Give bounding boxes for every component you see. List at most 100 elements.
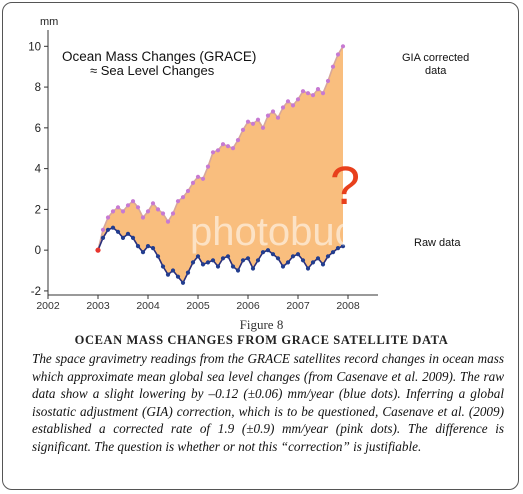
raw-data-point xyxy=(190,260,196,265)
raw-data-point xyxy=(255,258,261,263)
gia-data-point xyxy=(225,144,231,149)
x-tick-label: 2008 xyxy=(336,300,360,312)
gia-data-point xyxy=(145,209,151,214)
start-data-point xyxy=(95,247,101,253)
gia-data-point xyxy=(175,199,181,204)
question-mark-annotation: ? xyxy=(330,156,360,216)
gia-data-point xyxy=(325,78,331,84)
gia-data-point xyxy=(195,174,201,179)
raw-data-point xyxy=(185,270,191,275)
raw-data-point xyxy=(175,274,181,279)
raw-data-point xyxy=(145,244,151,249)
raw-data-point xyxy=(220,256,226,261)
gia-data-point xyxy=(340,44,346,49)
raw-data-point xyxy=(285,260,291,265)
raw-data-point xyxy=(235,268,241,273)
gia-data-point xyxy=(125,203,131,208)
raw-data-point xyxy=(100,235,106,240)
gia-data-point xyxy=(130,199,136,204)
gia-data-point xyxy=(215,148,221,153)
raw-data-point xyxy=(120,235,126,240)
area-between-series xyxy=(98,46,343,283)
gia-series-label: GIA corrected data xyxy=(402,52,469,77)
gia-data-point xyxy=(110,209,116,214)
gia-data-point xyxy=(270,109,276,114)
raw-data-point xyxy=(125,231,131,236)
raw-data-point xyxy=(260,250,266,255)
raw-data-point xyxy=(180,280,186,285)
y-tick-label: 4 xyxy=(35,164,42,176)
gia-data-point xyxy=(315,87,321,92)
raw-data-point xyxy=(300,258,306,263)
raw-data-point xyxy=(150,246,156,251)
raw-data-point xyxy=(290,254,296,259)
gia-series-label-line: GIA corrected xyxy=(402,52,469,64)
raw-data-point xyxy=(305,266,311,271)
gia-data-point xyxy=(115,205,121,210)
gia-data-point xyxy=(185,188,191,194)
raw-data-point xyxy=(295,252,301,257)
x-tick-label: 2004 xyxy=(136,300,160,312)
raw-data-point xyxy=(225,254,231,259)
raw-data-point xyxy=(265,248,271,253)
raw-data-point xyxy=(325,254,331,259)
raw-data-point xyxy=(250,266,256,271)
raw-data-point xyxy=(205,260,211,265)
raw-data-point xyxy=(165,272,171,277)
raw-data-point xyxy=(280,264,286,269)
chart-title: Ocean Mass Changes (GRACE) xyxy=(62,49,256,64)
gia-data-point xyxy=(180,195,186,200)
y-tick-label: 8 xyxy=(35,82,41,94)
gia-data-point xyxy=(320,91,326,96)
gia-series-label-line: data xyxy=(425,65,447,77)
x-tick-label: 2003 xyxy=(86,300,110,312)
y-tick-label: 2 xyxy=(35,204,41,216)
gia-data-point xyxy=(290,103,296,108)
raw-data-point xyxy=(155,254,161,259)
gia-data-point xyxy=(100,227,106,232)
raw-data-point xyxy=(170,268,176,273)
raw-data-point xyxy=(115,229,121,234)
raw-series-label: Raw data xyxy=(414,237,461,249)
figure-number: Figure 8 xyxy=(239,317,284,332)
raw-data-point xyxy=(105,227,111,232)
raw-data-point xyxy=(195,254,201,259)
gia-data-point xyxy=(305,91,311,96)
gia-data-point xyxy=(330,64,336,69)
gia-data-point xyxy=(335,52,341,57)
gia-data-point xyxy=(235,138,241,143)
raw-data-point xyxy=(200,262,206,267)
gia-data-point xyxy=(200,176,206,181)
gia-data-point xyxy=(165,219,171,224)
gia-data-point xyxy=(285,99,291,104)
raw-data-point xyxy=(340,244,346,249)
figure-title: OCEAN MASS CHANGES FROM GRACE SATELLITE … xyxy=(74,333,449,347)
gia-data-point xyxy=(150,201,156,206)
raw-data-point xyxy=(230,264,236,269)
gia-data-point xyxy=(120,209,126,214)
raw-data-point xyxy=(315,256,321,261)
gia-data-point xyxy=(260,125,266,130)
gia-data-point xyxy=(255,117,261,122)
y-tick-label: -2 xyxy=(31,286,41,298)
gia-data-point xyxy=(265,113,271,118)
raw-data-point xyxy=(270,252,276,257)
gia-data-point xyxy=(295,97,301,102)
gia-data-point xyxy=(155,207,161,212)
y-axis-unit-label: mm xyxy=(40,16,58,28)
gia-data-point xyxy=(230,146,236,151)
y-tick-label: 0 xyxy=(35,245,41,257)
gia-data-point xyxy=(105,215,111,220)
x-tick-label: 2007 xyxy=(286,300,310,312)
raw-data-point xyxy=(215,264,221,269)
x-tick-label: 2005 xyxy=(186,300,210,312)
raw-data-point xyxy=(245,256,251,261)
figure-caption: The space gravimetry readings from the G… xyxy=(32,351,504,454)
raw-data-point xyxy=(135,244,141,249)
raw-data-point xyxy=(130,235,136,240)
raw-data-point xyxy=(240,258,246,263)
raw-data-point xyxy=(140,250,146,255)
gia-data-point xyxy=(220,142,226,147)
gia-data-point xyxy=(205,164,211,169)
gia-data-point xyxy=(310,93,316,98)
